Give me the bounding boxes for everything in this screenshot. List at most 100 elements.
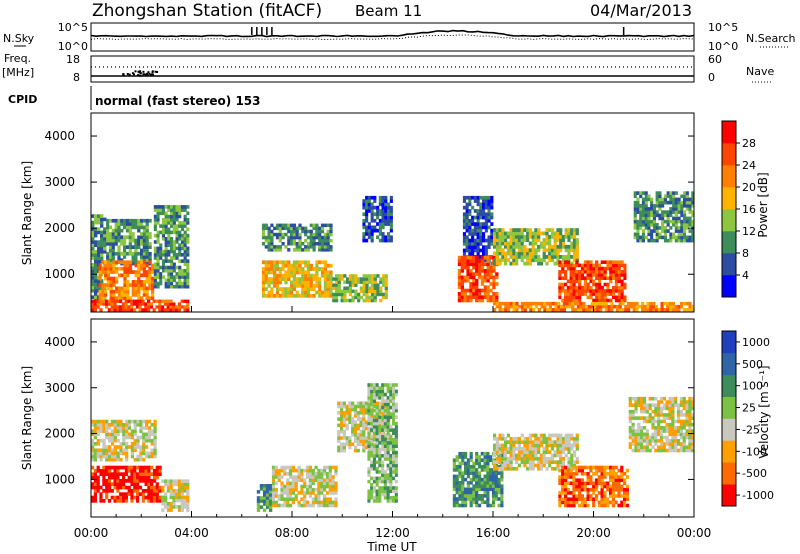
heatmap-cell — [122, 432, 126, 437]
heatmap-cell — [473, 195, 477, 200]
heatmap-cell — [161, 268, 165, 273]
heatmap-cell — [650, 219, 654, 224]
heatmap-cell — [636, 197, 640, 202]
heatmap-cell — [392, 396, 396, 400]
heatmap-cell — [375, 499, 379, 503]
heatmap-cell — [389, 383, 393, 387]
heatmap-cell — [575, 260, 579, 264]
heatmap-cell — [564, 500, 568, 505]
heatmap-cell — [666, 229, 670, 233]
heatmap-cell — [122, 492, 126, 496]
heatmap-cell — [122, 485, 126, 490]
heatmap-cell — [501, 251, 505, 256]
heatmap-cell — [177, 508, 182, 512]
heatmap-cell — [669, 210, 673, 214]
heatmap-cell — [359, 407, 363, 412]
heatmap-cell — [115, 260, 119, 265]
heatmap-cell — [167, 240, 171, 244]
heatmap-cell — [105, 451, 109, 456]
heatmap-cell — [367, 202, 371, 207]
heatmap-cell — [148, 218, 152, 223]
heatmap-cell — [180, 505, 184, 509]
heatmap-cell — [455, 464, 459, 469]
heatmap-cell — [677, 197, 681, 202]
heatmap-cell — [130, 465, 134, 470]
heatmap-cell — [122, 426, 126, 430]
heatmap-cell — [480, 265, 485, 270]
heatmap-cell — [674, 229, 678, 233]
heatmap-cell — [458, 471, 462, 475]
heatmap-cell — [477, 474, 482, 479]
heatmap-cell — [572, 270, 576, 274]
heatmap-cell — [186, 246, 190, 251]
heatmap-cell — [486, 468, 490, 472]
heatmap-cell — [480, 500, 484, 504]
heatmap-cell — [468, 212, 472, 217]
heatmap-cell — [495, 446, 499, 451]
heatmap-cell — [130, 499, 134, 503]
heatmap-cell — [133, 479, 137, 483]
heatmap-cell — [570, 453, 574, 458]
heatmap-cell — [491, 484, 496, 488]
heatmap-cell — [512, 231, 516, 236]
heatmap-cell — [273, 260, 277, 265]
heatmap-cell — [566, 497, 570, 501]
heatmap-cell — [483, 295, 487, 299]
heatmap-cell — [91, 465, 95, 470]
heatmap-cell — [383, 383, 387, 387]
heatmap-cell — [367, 209, 371, 213]
heatmap-cell — [317, 491, 321, 495]
heatmap-cell — [353, 436, 358, 440]
heatmap-cell — [669, 207, 673, 211]
heatmap-cell — [345, 407, 349, 412]
heatmap-cell — [270, 263, 274, 268]
heatmap-cell — [104, 289, 108, 294]
heatmap-cell — [151, 266, 155, 271]
heatmap-cell — [117, 251, 121, 256]
heatmap-cell — [91, 448, 95, 452]
heatmap-cell — [674, 216, 678, 221]
heatmap-cell — [96, 489, 100, 493]
heatmap-cell — [315, 263, 319, 268]
heatmap-cell — [116, 299, 120, 303]
heatmap-cell — [329, 287, 333, 291]
heatmap-cell — [625, 468, 630, 473]
heatmap-cell — [145, 273, 149, 278]
heatmap-cell — [125, 419, 129, 424]
heatmap-cell — [308, 494, 312, 498]
heatmap-cell — [683, 194, 687, 199]
heatmap-cell — [161, 249, 165, 254]
heatmap-cell — [156, 256, 160, 260]
heatmap-cell — [526, 460, 530, 464]
heatmap-cell — [128, 238, 132, 243]
heatmap-cell — [99, 429, 103, 433]
heatmap-cell — [587, 308, 592, 312]
heatmap-cell — [381, 434, 385, 439]
heatmap-cell — [159, 205, 163, 209]
heatmap-cell — [381, 447, 385, 452]
heatmap-cell — [462, 205, 466, 210]
heatmap-cell — [91, 285, 95, 290]
heatmap-cell — [320, 235, 325, 240]
heatmap-cell — [386, 486, 390, 490]
heatmap-cell — [614, 295, 619, 300]
heatmap-cell — [294, 475, 298, 479]
heatmap-cell — [557, 308, 561, 312]
heatmap-cell — [658, 232, 662, 237]
heatmap-cell — [370, 280, 375, 284]
heatmap-cell — [381, 479, 385, 484]
heatmap-cell — [373, 280, 377, 284]
heatmap-cell — [292, 242, 296, 246]
heatmap-cell — [367, 457, 371, 461]
heatmap-cell — [334, 468, 338, 473]
heatmap-cell — [94, 243, 98, 248]
heatmap-cell — [183, 221, 187, 225]
heatmap-cell — [604, 304, 608, 309]
heatmap-cell — [523, 440, 527, 444]
heatmap-cell — [317, 484, 321, 489]
heatmap-cell — [183, 240, 187, 244]
heatmap-cell — [134, 280, 138, 284]
heatmap-cell — [306, 277, 311, 281]
heatmap-cell — [567, 450, 571, 454]
